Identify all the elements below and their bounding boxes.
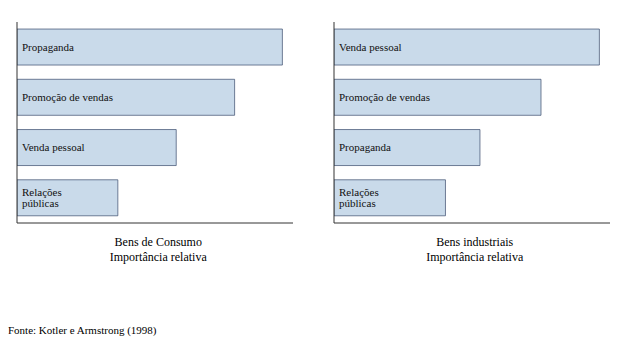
svg-text:Promoção de vendas: Promoção de vendas [22, 91, 113, 103]
svg-text:Venda pessoal: Venda pessoal [339, 41, 402, 53]
html-text:Bens de Consumo Importância re: Bens de Consumo Importância relativa [109, 235, 207, 264]
svg-text:Relaçõespúblicas: Relaçõespúblicas [22, 186, 62, 209]
svg-text:Propaganda: Propaganda [339, 141, 391, 153]
html-text:Bens industriais Importância r: Bens industriais Importância relativa [426, 235, 524, 264]
svg-text:Relaçõespúblicas: Relaçõespúblicas [339, 186, 379, 209]
html-text:Fonte: Kotler e Armstrong (199: Fonte: Kotler e Armstrong (1998) [8, 324, 157, 336]
svg-text:Venda pessoal: Venda pessoal [22, 141, 85, 153]
svg-text:Promoção de vendas: Promoção de vendas [339, 91, 430, 103]
svg-text:Propaganda: Propaganda [22, 41, 74, 53]
